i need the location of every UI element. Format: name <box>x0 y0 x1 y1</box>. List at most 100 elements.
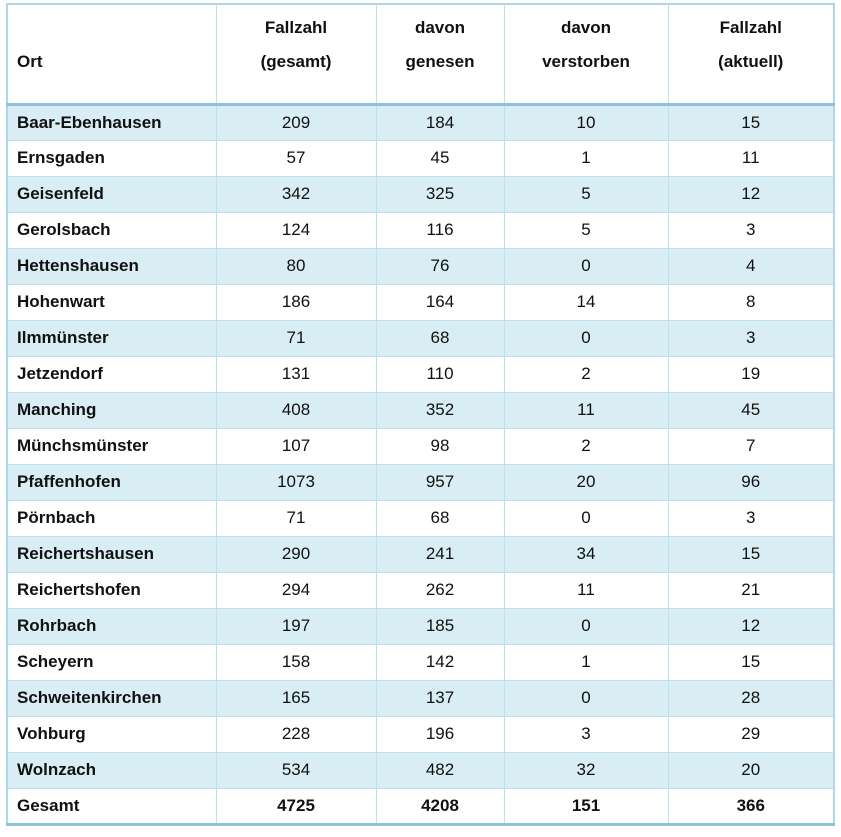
fallzahl-gesamt-cell: 342 <box>215 175 377 213</box>
ort-cell: Ilmmünster <box>6 319 217 357</box>
davon-verstorben-cell: 20 <box>503 463 669 501</box>
covid-cases-table: Ort Fallzahl (gesamt) davon genesen davo… <box>6 3 835 826</box>
ort-cell: Münchsmünster <box>6 427 217 465</box>
davon-genesen-cell: 325 <box>375 175 505 213</box>
davon-genesen-cell: 957 <box>375 463 505 501</box>
davon-verstorben-cell: 151 <box>503 787 669 825</box>
fallzahl-aktuell-cell: 366 <box>667 787 835 825</box>
table-row: Baar-Ebenhausen 209 184 10 15 <box>6 103 835 141</box>
davon-genesen-cell: 98 <box>375 427 505 465</box>
fallzahl-gesamt-cell: 1073 <box>215 463 377 501</box>
davon-genesen-cell: 164 <box>375 283 505 321</box>
fallzahl-aktuell-cell: 20 <box>667 751 835 789</box>
table-row: Reichertshofen 294 262 11 21 <box>6 571 835 609</box>
ort-cell: Gesamt <box>6 787 217 825</box>
fallzahl-gesamt-cell: 534 <box>215 751 377 789</box>
ort-cell: Reichertshausen <box>6 535 217 573</box>
fallzahl-gesamt-cell: 158 <box>215 643 377 681</box>
fallzahl-aktuell-cell: 96 <box>667 463 835 501</box>
fallzahl-gesamt-cell: 124 <box>215 211 377 249</box>
davon-verstorben-cell: 3 <box>503 715 669 753</box>
davon-genesen-cell: 196 <box>375 715 505 753</box>
davon-verstorben-cell: 5 <box>503 175 669 213</box>
column-header-line1: davon <box>414 18 466 37</box>
table-footer-row: Gesamt 4725 4208 151 366 <box>6 787 835 825</box>
davon-verstorben-cell: 32 <box>503 751 669 789</box>
column-header-line2: Ort <box>17 52 43 71</box>
fallzahl-aktuell-cell: 21 <box>667 571 835 609</box>
fallzahl-gesamt-cell: 71 <box>215 499 377 537</box>
davon-genesen-cell: 184 <box>375 103 505 141</box>
ort-cell: Schweitenkirchen <box>6 679 217 717</box>
column-header-line2: verstorben <box>542 52 630 71</box>
column-header: Fallzahl (aktuell) <box>667 3 835 106</box>
column-header-line2: (gesamt) <box>260 52 332 71</box>
table-row: Gerolsbach 124 116 5 3 <box>6 211 835 249</box>
column-header-line1 <box>8 11 216 45</box>
fallzahl-aktuell-cell: 15 <box>667 103 835 141</box>
column-header: davon verstorben <box>503 3 669 106</box>
davon-verstorben-cell: 0 <box>503 679 669 717</box>
fallzahl-aktuell-cell: 15 <box>667 535 835 573</box>
davon-verstorben-cell: 0 <box>503 499 669 537</box>
table-row: Pfaffenhofen 1073 957 20 96 <box>6 463 835 501</box>
fallzahl-gesamt-cell: 80 <box>215 247 377 285</box>
ort-cell: Gerolsbach <box>6 211 217 249</box>
davon-verstorben-cell: 5 <box>503 211 669 249</box>
davon-genesen-cell: 68 <box>375 499 505 537</box>
ort-cell: Hettenshausen <box>6 247 217 285</box>
fallzahl-gesamt-cell: 197 <box>215 607 377 645</box>
fallzahl-aktuell-cell: 8 <box>667 283 835 321</box>
davon-verstorben-cell: 1 <box>503 643 669 681</box>
fallzahl-gesamt-cell: 71 <box>215 319 377 357</box>
column-header: Fallzahl (gesamt) <box>215 3 377 106</box>
column-header: Ort <box>6 3 217 106</box>
fallzahl-aktuell-cell: 45 <box>667 391 835 429</box>
ort-cell: Reichertshofen <box>6 571 217 609</box>
fallzahl-aktuell-cell: 12 <box>667 175 835 213</box>
fallzahl-aktuell-cell: 4 <box>667 247 835 285</box>
table-row: Ilmmünster 71 68 0 3 <box>6 319 835 357</box>
fallzahl-aktuell-cell: 7 <box>667 427 835 465</box>
fallzahl-aktuell-cell: 3 <box>667 211 835 249</box>
table-row: Reichertshausen 290 241 34 15 <box>6 535 835 573</box>
column-header-line1: Fallzahl <box>264 18 328 37</box>
davon-genesen-cell: 4208 <box>375 787 505 825</box>
table-row: Pörnbach 71 68 0 3 <box>6 499 835 537</box>
ort-cell: Pörnbach <box>6 499 217 537</box>
ort-cell: Manching <box>6 391 217 429</box>
ort-cell: Hohenwart <box>6 283 217 321</box>
davon-verstorben-cell: 2 <box>503 427 669 465</box>
fallzahl-gesamt-cell: 107 <box>215 427 377 465</box>
header-row: Ort Fallzahl (gesamt) davon genesen davo… <box>6 3 835 106</box>
davon-verstorben-cell: 11 <box>503 391 669 429</box>
fallzahl-gesamt-cell: 186 <box>215 283 377 321</box>
davon-verstorben-cell: 14 <box>503 283 669 321</box>
davon-genesen-cell: 68 <box>375 319 505 357</box>
fallzahl-gesamt-cell: 294 <box>215 571 377 609</box>
davon-verstorben-cell: 0 <box>503 319 669 357</box>
table-row: Rohrbach 197 185 0 12 <box>6 607 835 645</box>
fallzahl-gesamt-cell: 408 <box>215 391 377 429</box>
ort-cell: Pfaffenhofen <box>6 463 217 501</box>
table-body: Baar-Ebenhausen 209 184 10 15 Ernsgaden … <box>6 103 835 825</box>
davon-genesen-cell: 262 <box>375 571 505 609</box>
davon-verstorben-cell: 0 <box>503 607 669 645</box>
table-row: Münchsmünster 107 98 2 7 <box>6 427 835 465</box>
column-header-line1: Fallzahl <box>719 18 782 37</box>
davon-genesen-cell: 45 <box>375 139 505 177</box>
table-row: Wolnzach 534 482 32 20 <box>6 751 835 789</box>
ort-cell: Scheyern <box>6 643 217 681</box>
column-header-line2: (aktuell) <box>718 52 784 71</box>
table-row: Vohburg 228 196 3 29 <box>6 715 835 753</box>
davon-genesen-cell: 482 <box>375 751 505 789</box>
ort-cell: Geisenfeld <box>6 175 217 213</box>
table-row: Schweitenkirchen 165 137 0 28 <box>6 679 835 717</box>
davon-verstorben-cell: 0 <box>503 247 669 285</box>
davon-verstorben-cell: 11 <box>503 571 669 609</box>
davon-verstorben-cell: 1 <box>503 139 669 177</box>
davon-verstorben-cell: 10 <box>503 103 669 141</box>
davon-genesen-cell: 241 <box>375 535 505 573</box>
fallzahl-aktuell-cell: 28 <box>667 679 835 717</box>
column-header-line1: davon <box>560 18 612 37</box>
